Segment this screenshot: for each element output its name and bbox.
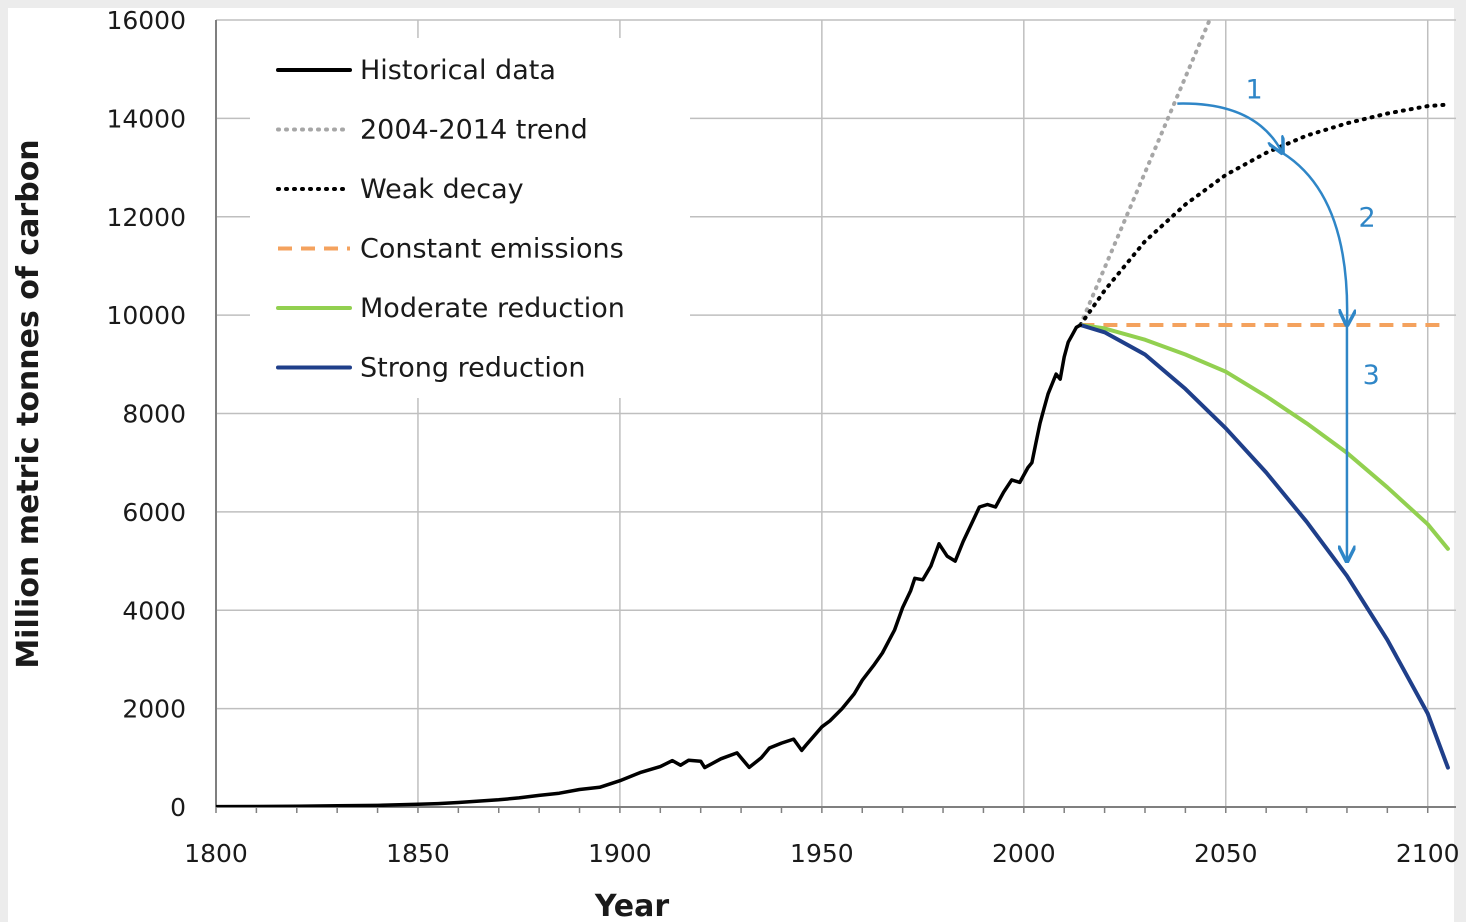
- x-tick-label: 2100: [1396, 839, 1460, 868]
- axes: 1800 1850 1900 1950 2000 2050 2100 0 2000 4000 600…: [106, 6, 1459, 868]
- legend-label: Constant emissions: [360, 234, 624, 265]
- series-layer: [216, 20, 1450, 807]
- x-tick-label: 2050: [1194, 839, 1258, 868]
- legend-background: [250, 38, 690, 398]
- series-moderate-reduction: [1078, 323, 1450, 551]
- y-tick-label: 16000: [106, 6, 186, 35]
- legend-label: Weak decay: [360, 174, 524, 205]
- x-tick-label: 2000: [992, 839, 1056, 868]
- legend-label: Moderate reduction: [360, 293, 625, 324]
- y-tick-label: 2000: [122, 695, 186, 724]
- legend-label: Historical data: [360, 55, 556, 86]
- y-tick-label: 6000: [122, 498, 186, 527]
- series-strong-reduction: [1078, 323, 1450, 770]
- series-historical-data: [216, 323, 1083, 807]
- y-tick-label: 0: [170, 793, 186, 822]
- x-tick-label: 1800: [184, 839, 248, 868]
- y-tick-label: 4000: [122, 596, 186, 625]
- annotations: 1 2 3: [1177, 75, 1380, 561]
- x-tick-label: 1950: [790, 839, 854, 868]
- series-2004-2014-trend: [1078, 20, 1212, 327]
- legend: Historical data 2004-2014 trend Weak decay…: [250, 38, 690, 398]
- annotation-label: 2: [1359, 203, 1376, 234]
- y-axis-title: Million metric tonnes of carbon: [11, 139, 46, 668]
- y-tick-label: 12000: [106, 203, 186, 232]
- gridlines: [215, 19, 1456, 808]
- x-tick-label: 1850: [386, 839, 450, 868]
- x-axis-title: Year: [594, 889, 670, 922]
- x-tick-label: 1900: [588, 839, 652, 868]
- annotation-arrow: [1281, 151, 1347, 325]
- annotation-label: 1: [1245, 75, 1262, 106]
- y-tick-label: 10000: [106, 301, 186, 330]
- y-tick-label: 14000: [106, 104, 186, 133]
- annotation-label: 3: [1363, 360, 1380, 391]
- annotation-arrow: [1177, 102, 1282, 153]
- series-weak-decay: [1078, 102, 1450, 327]
- legend-label: Strong reduction: [360, 353, 586, 384]
- chart-background: [8, 8, 1454, 922]
- y-tick-label: 8000: [122, 400, 186, 429]
- legend-label: 2004-2014 trend: [360, 115, 588, 146]
